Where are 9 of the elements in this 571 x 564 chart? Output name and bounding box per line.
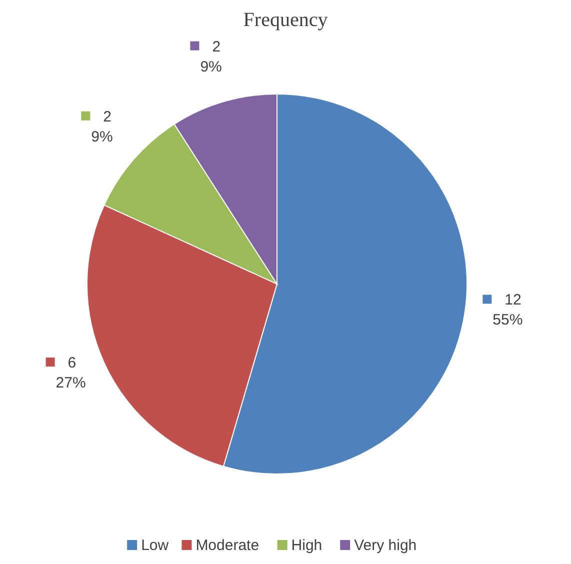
legend-label: Very high [354,537,417,554]
legend-label: Low [141,537,169,554]
legend-label: High [291,537,322,554]
data-label: 12 55% [492,292,523,329]
data-label: 6 27% [56,354,86,392]
chart-title: Frequency [243,9,328,31]
legend-label: Moderate [196,537,260,554]
data-label: 2 9% [200,38,222,76]
data-label: 2 9% [91,108,113,146]
